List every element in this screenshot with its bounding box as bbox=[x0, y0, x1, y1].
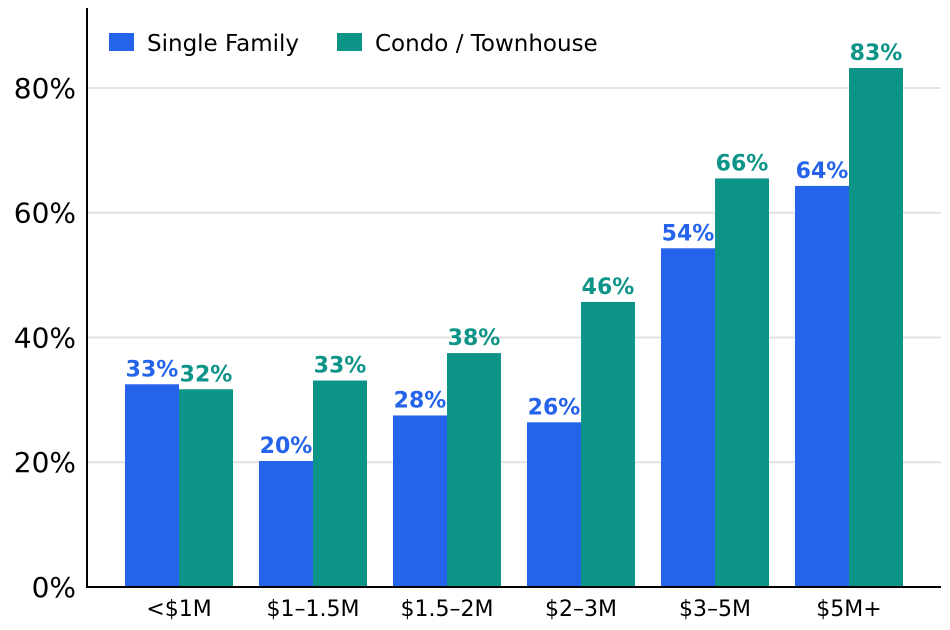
data-label: 38% bbox=[448, 326, 501, 351]
data-label: 28% bbox=[394, 388, 447, 413]
data-labels-group: 33%20%28% 26%54%64%32% 33%38%46%66%83% bbox=[126, 41, 903, 459]
x-tick-label: $5M+ bbox=[816, 597, 881, 622]
legend-swatch bbox=[109, 33, 134, 51]
bar-condo-townhouse bbox=[313, 380, 367, 587]
x-tick-label: $1.5–2M bbox=[401, 597, 494, 622]
bar-single-family bbox=[125, 384, 179, 587]
bar-single-family bbox=[259, 460, 313, 587]
bar-condo-townhouse bbox=[849, 68, 903, 587]
bar-condo-townhouse bbox=[581, 301, 635, 587]
bar-single-family bbox=[393, 415, 447, 587]
data-label: 46% bbox=[582, 275, 635, 300]
bar-single-family bbox=[661, 248, 715, 587]
data-label: 64% bbox=[796, 159, 849, 184]
y-tick-label: 20% bbox=[14, 446, 76, 479]
data-label: 20% bbox=[260, 434, 313, 459]
y-tick-label: 0% bbox=[32, 571, 76, 604]
x-tick-label: <$1M bbox=[146, 597, 211, 622]
data-label: 33% bbox=[126, 357, 179, 382]
y-tick-labels: 0% 20% 40% 60% 80% bbox=[14, 72, 76, 604]
data-label: 32% bbox=[180, 362, 233, 387]
legend-swatch bbox=[337, 33, 362, 51]
legend: Single Family Condo / Townhouse bbox=[109, 31, 598, 57]
x-tick-labels: <$1M $1–1.5M $1.5–2M $2–3M $3–5M $5M+ bbox=[146, 597, 881, 622]
x-tick-label: $1–1.5M bbox=[267, 597, 360, 622]
data-label: 26% bbox=[528, 395, 581, 420]
data-label: 83% bbox=[850, 41, 903, 66]
bar-condo-townhouse bbox=[715, 178, 769, 587]
bar-condo-townhouse bbox=[447, 353, 501, 587]
data-label: 54% bbox=[662, 221, 715, 246]
bars-group bbox=[125, 68, 903, 587]
axes-group bbox=[86, 8, 941, 588]
bar-condo-townhouse bbox=[179, 389, 233, 587]
data-label: 33% bbox=[314, 354, 367, 379]
legend-label: Single Family bbox=[147, 31, 299, 57]
x-tick-label: $2–3M bbox=[545, 597, 617, 622]
y-tick-label: 40% bbox=[14, 321, 76, 354]
legend-label: Condo / Townhouse bbox=[375, 31, 598, 57]
y-tick-label: 80% bbox=[14, 72, 76, 105]
bar-single-family bbox=[527, 422, 581, 587]
data-label: 66% bbox=[716, 151, 769, 176]
x-tick-label: $3–5M bbox=[679, 597, 751, 622]
y-tick-label: 60% bbox=[14, 197, 76, 230]
bar-single-family bbox=[795, 185, 849, 587]
